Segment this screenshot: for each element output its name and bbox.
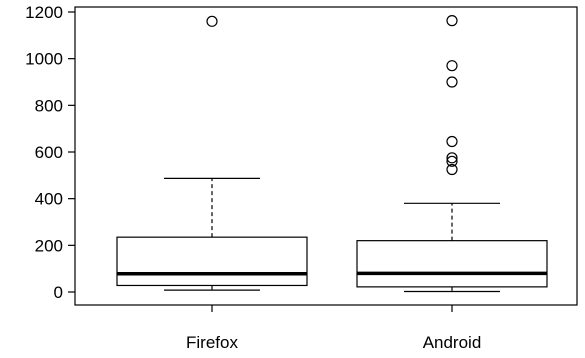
box-firefox: [116, 15, 308, 291]
plot-area: [74, 6, 578, 306]
y-tick-label: 1000: [25, 50, 63, 69]
outlier-point: [446, 15, 458, 27]
y-tick-label: 400: [35, 190, 63, 209]
plot-frame: [74, 6, 578, 306]
outlier-point: [446, 155, 458, 167]
y-tick-label: 800: [35, 96, 63, 115]
outlier-point: [206, 15, 218, 27]
outlier-point: [446, 152, 458, 164]
outlier-point: [446, 76, 458, 88]
x-axis: Firefox Android: [186, 305, 481, 352]
box-android: [356, 15, 548, 293]
y-tick-label: 1200: [25, 3, 63, 22]
outlier-point: [446, 135, 458, 148]
y-tick-label: 200: [35, 236, 63, 255]
box-iqr: [356, 240, 548, 288]
y-tick-label: 600: [35, 143, 63, 162]
outlier-point: [446, 60, 458, 72]
y-axis: 0 200 400 600 800 1000 1200: [25, 3, 75, 302]
y-tick-label: 0: [54, 283, 63, 302]
box-iqr: [116, 236, 308, 287]
x-tick-label: Firefox: [186, 333, 238, 352]
x-tick-label: Android: [423, 333, 482, 352]
outlier-point: [446, 163, 458, 176]
